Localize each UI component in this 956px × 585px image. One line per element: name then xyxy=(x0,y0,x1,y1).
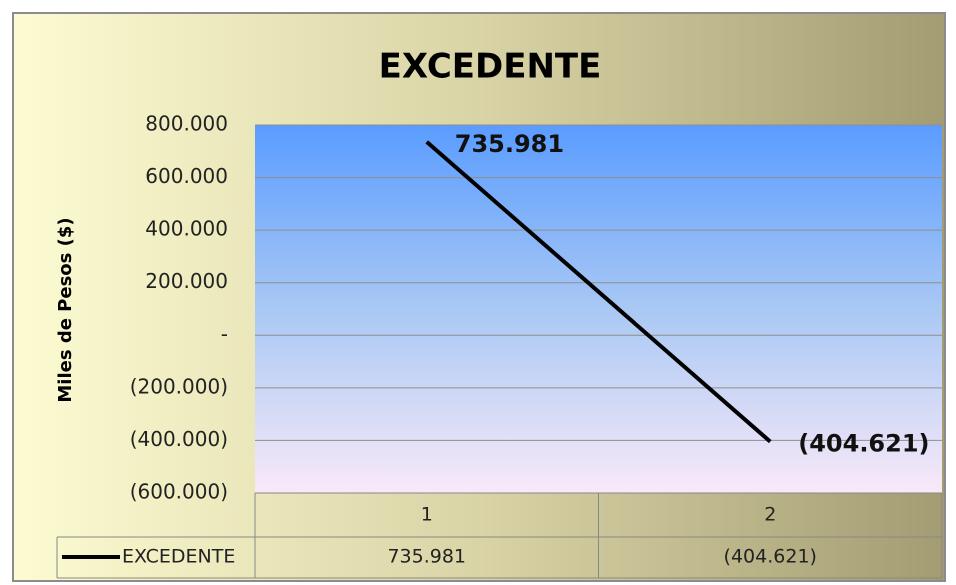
x-tick-label: 1 xyxy=(421,504,433,526)
y-tick-label: 600.000 xyxy=(145,164,228,188)
x-tick-label: 2 xyxy=(764,504,776,526)
y-tick-label: 800.000 xyxy=(145,112,228,136)
line xyxy=(425,140,772,444)
data-label: (404.621) xyxy=(798,430,929,458)
table-value: 735.981 xyxy=(387,546,466,568)
plot-area xyxy=(255,125,942,493)
table-value: (404.621) xyxy=(724,546,817,568)
y-tick-label: (400.000) xyxy=(130,427,228,451)
chart-title: EXCEDENTE xyxy=(379,47,602,87)
data-label: 735.981 xyxy=(455,130,564,158)
y-tick-label: (600.000) xyxy=(130,480,228,504)
y-tick-label: 200.000 xyxy=(145,269,228,293)
y-axis-label: Miles de Pesos ($) xyxy=(55,217,76,402)
y-tick-label: (200.000) xyxy=(130,374,228,398)
y-tick-label: 400.000 xyxy=(145,217,228,241)
y-tick-label: - xyxy=(221,322,228,346)
legend-label: EXCEDENTE xyxy=(122,546,235,568)
